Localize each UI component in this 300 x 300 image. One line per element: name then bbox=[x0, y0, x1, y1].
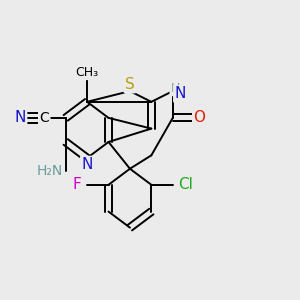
Text: N: N bbox=[14, 110, 26, 125]
Text: N: N bbox=[81, 157, 93, 172]
Text: H: H bbox=[171, 82, 180, 95]
Text: CH₃: CH₃ bbox=[76, 66, 99, 79]
Text: C: C bbox=[39, 111, 49, 125]
Text: F: F bbox=[73, 177, 82, 192]
Text: Cl: Cl bbox=[178, 177, 193, 192]
Text: O: O bbox=[194, 110, 206, 125]
Text: S: S bbox=[125, 77, 135, 92]
Text: N: N bbox=[175, 86, 186, 101]
Text: H₂N: H₂N bbox=[37, 164, 63, 178]
